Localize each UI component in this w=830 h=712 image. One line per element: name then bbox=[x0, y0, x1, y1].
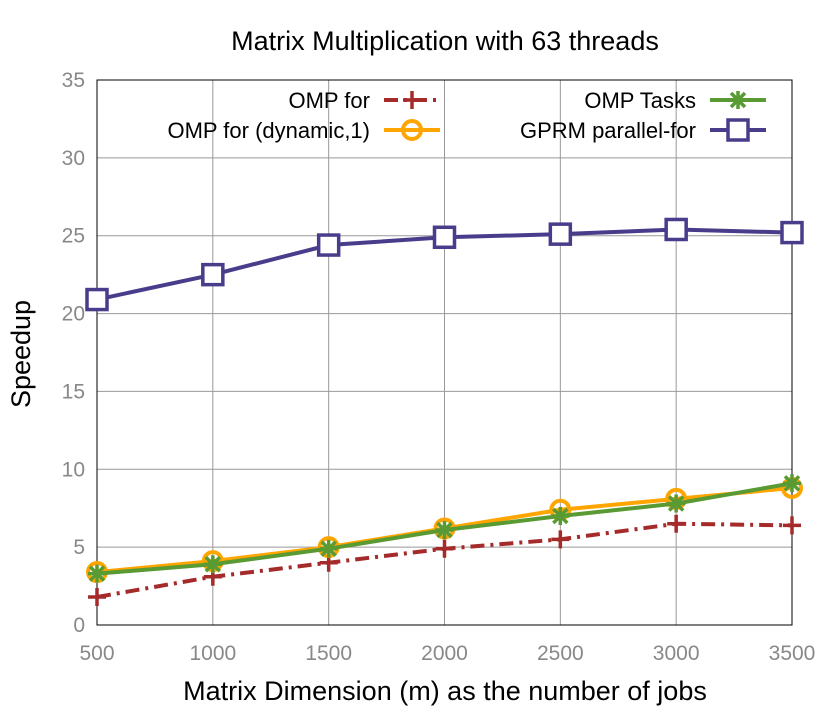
data-point bbox=[85, 287, 109, 312]
legend-marker bbox=[403, 91, 421, 109]
x-tick-label: 500 bbox=[79, 642, 114, 665]
y-axis-label: Speedup bbox=[6, 300, 36, 408]
data-point bbox=[203, 555, 222, 574]
legend-marker bbox=[726, 118, 750, 142]
legend-label: OMP for bbox=[288, 88, 370, 113]
data-point bbox=[319, 539, 338, 558]
data-point bbox=[201, 262, 225, 287]
legend-marker bbox=[401, 119, 423, 141]
legend-label: OMP for (dynamic,1) bbox=[167, 118, 370, 143]
data-point bbox=[432, 225, 457, 250]
y-tick-label: 30 bbox=[62, 147, 85, 170]
data-point bbox=[780, 220, 804, 245]
plot-frame bbox=[96, 79, 793, 626]
y-tick-label: 20 bbox=[62, 303, 85, 326]
series-omp-tasks bbox=[88, 474, 801, 583]
y-tick-label: 5 bbox=[73, 536, 85, 559]
data-point bbox=[667, 514, 686, 533]
legend-item: GPRM parallel-for bbox=[520, 118, 766, 143]
y-axis-ticks: 0 5 10 15 20 25 30 35 bbox=[62, 69, 85, 637]
legend-item: OMP for bbox=[288, 88, 440, 113]
data-point bbox=[88, 564, 106, 583]
series-omp-for bbox=[88, 514, 801, 606]
legend-item: OMP for (dynamic,1) bbox=[167, 118, 440, 143]
chart-title: Matrix Multiplication with 63 threads bbox=[231, 26, 659, 56]
series-gprm-parallel-for bbox=[85, 217, 804, 312]
legend-marker bbox=[729, 91, 747, 109]
legend-label: OMP Tasks bbox=[584, 88, 696, 113]
data-point bbox=[664, 217, 688, 242]
data-point bbox=[435, 539, 454, 558]
x-tick-label: 2500 bbox=[537, 642, 584, 665]
x-axis-label: Matrix Dimension (m) as the number of jo… bbox=[183, 676, 707, 706]
data-point bbox=[435, 521, 454, 540]
data-point bbox=[88, 587, 106, 606]
x-axis-ticks: 500 1000 1500 2000 2500 3000 3500 bbox=[79, 642, 815, 665]
data-point bbox=[667, 494, 686, 513]
x-tick-label: 1000 bbox=[189, 642, 236, 665]
legend: OMP for OMP for (dynamic,1) OMP Tasks GPRM … bbox=[167, 88, 766, 143]
legend-label: GPRM parallel-for bbox=[520, 118, 696, 143]
series-layer bbox=[85, 217, 804, 606]
x-tick-label: 3500 bbox=[769, 642, 816, 665]
y-tick-label: 25 bbox=[62, 225, 85, 248]
data-point bbox=[783, 474, 801, 493]
y-tick-label: 0 bbox=[73, 614, 85, 637]
data-point bbox=[548, 222, 573, 246]
x-tick-label: 1500 bbox=[305, 642, 352, 665]
y-tick-label: 15 bbox=[62, 380, 85, 403]
x-tick-label: 2000 bbox=[421, 642, 468, 665]
data-point bbox=[783, 516, 801, 535]
data-point bbox=[551, 530, 570, 549]
legend-item: OMP Tasks bbox=[584, 88, 766, 113]
data-point bbox=[316, 233, 341, 257]
x-tick-label: 3000 bbox=[653, 642, 700, 665]
y-tick-label: 35 bbox=[62, 69, 85, 92]
y-tick-label: 10 bbox=[62, 458, 85, 481]
data-point bbox=[551, 507, 570, 525]
